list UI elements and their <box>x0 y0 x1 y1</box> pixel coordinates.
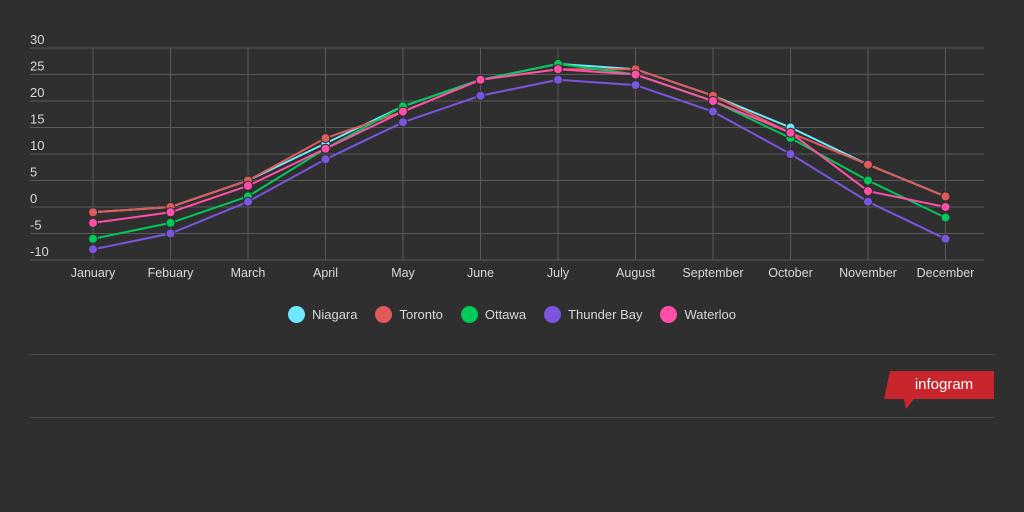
legend-item[interactable]: Thunder Bay <box>544 305 643 323</box>
x-tick-label: November <box>839 266 897 280</box>
y-tick-label: 25 <box>30 59 44 74</box>
data-point <box>320 143 331 154</box>
x-tick-label: Febuary <box>148 266 195 280</box>
data-point <box>243 180 253 191</box>
y-tick-label: 0 <box>30 191 37 206</box>
x-tick-label: September <box>682 266 743 280</box>
data-point <box>708 96 718 106</box>
data-point <box>320 154 331 165</box>
x-tick-label: June <box>467 266 494 280</box>
legend-item[interactable]: Niagara <box>287 305 358 323</box>
infogram-logo[interactable]: infogram <box>884 371 994 411</box>
y-tick-label: -10 <box>30 244 49 259</box>
y-tick-label: 15 <box>30 112 44 127</box>
x-tick-label: January <box>71 266 116 280</box>
data-point <box>863 196 873 207</box>
data-point <box>630 80 641 91</box>
x-tick-label: May <box>391 266 415 280</box>
data-point <box>708 106 718 117</box>
data-point <box>475 90 486 101</box>
legend-item[interactable]: Waterloo <box>660 305 737 323</box>
data-point <box>785 149 796 159</box>
x-tick-label: March <box>231 266 266 280</box>
legend-label: Toronto <box>399 306 443 322</box>
divider-top <box>30 354 994 355</box>
x-tick-label: October <box>768 266 812 280</box>
legend-swatch-icon <box>460 305 478 323</box>
divider-bottom <box>30 417 994 418</box>
legend: Niagara Toronto Ottawa Thunder Bay Waterloo <box>0 304 1024 324</box>
series-lines <box>88 58 951 255</box>
data-point <box>863 159 873 170</box>
data-point <box>863 186 873 197</box>
brand-label: infogram <box>914 376 974 393</box>
data-point <box>553 74 563 85</box>
brand-ribbon-icon <box>884 371 994 409</box>
x-tick-label: April <box>313 266 338 280</box>
data-point <box>165 217 176 228</box>
data-point <box>863 175 873 186</box>
data-point <box>940 233 951 244</box>
y-tick-label: 30 <box>30 32 44 47</box>
y-tick-label: 20 <box>30 85 44 100</box>
y-tick-label: -5 <box>30 218 42 233</box>
x-tick-label: August <box>616 266 655 280</box>
legend-label: Waterloo <box>684 306 737 322</box>
y-tick-label: 10 <box>30 138 44 153</box>
data-point <box>398 106 408 117</box>
data-point <box>88 217 98 228</box>
data-point <box>630 69 641 80</box>
series-line <box>92 78 946 251</box>
data-point <box>320 133 331 144</box>
data-point <box>553 64 563 75</box>
legend-swatch-icon <box>660 305 678 323</box>
axis-labels: 30 25 20 15 10 5 0 -5 -10 January Febuary March Apri… <box>30 32 974 280</box>
legend-swatch-icon <box>375 305 393 323</box>
legend-label: Ottawa <box>484 306 527 322</box>
data-point <box>940 212 951 223</box>
legend-swatch-icon <box>287 305 305 323</box>
legend-label: Thunder Bay <box>568 306 643 322</box>
legend-item[interactable]: Ottawa <box>460 305 527 323</box>
x-tick-label: December <box>917 266 975 280</box>
grid <box>30 47 984 261</box>
data-point <box>398 117 408 128</box>
legend-swatch-icon <box>544 305 562 323</box>
legend-label: Niagara <box>311 306 358 322</box>
series-line <box>92 68 946 224</box>
data-point <box>165 228 176 239</box>
data-point <box>243 196 253 207</box>
data-point <box>88 244 98 255</box>
data-point <box>785 127 796 138</box>
data-point <box>475 74 486 85</box>
data-point <box>940 202 951 212</box>
data-point <box>940 191 951 202</box>
data-point <box>88 207 98 218</box>
y-tick-label: 5 <box>30 165 37 180</box>
x-tick-label: July <box>547 266 570 280</box>
data-point <box>165 207 176 218</box>
data-point <box>88 233 98 244</box>
series-line <box>92 62 946 240</box>
legend-item[interactable]: Toronto <box>375 305 443 323</box>
line-chart: 30 25 20 15 10 5 0 -5 -10 January Febuary March Apri… <box>30 32 984 280</box>
